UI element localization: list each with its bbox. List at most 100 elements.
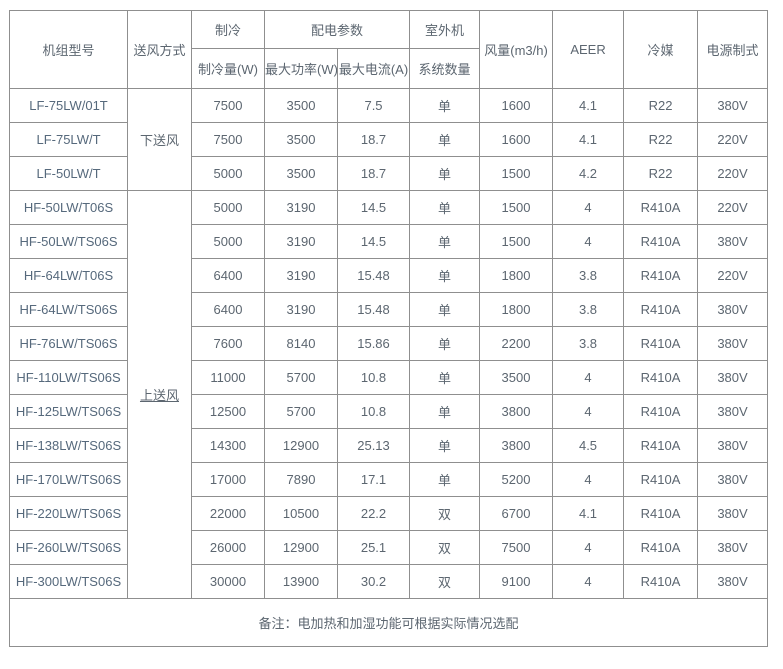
cell-model: LF-75LW/T [9,122,128,157]
cell-power-supply: 220V [697,122,769,157]
cell-power-supply: 220V [697,258,769,293]
cell-aeer: 4.5 [552,428,625,463]
header-air-volume: 风量(m3/h) [479,10,554,89]
header-cooling-group: 制冷 [191,10,265,49]
cell-refrigerant: R22 [623,88,699,123]
header-max-current: 最大电流(A) [336,48,411,89]
cell-system-count: 单 [409,428,481,463]
header-cooling-capacity: 制冷量(W) [191,48,265,89]
cell-max-power: 12900 [264,530,338,565]
cell-system-count: 双 [409,530,481,565]
table-note: 备注：电加热和加湿功能可根据实际情况选配 [8,598,769,647]
header-aeer: AEER [552,10,625,89]
cell-cooling-capacity: 7500 [191,88,265,123]
header-max-power: 最大功率(W) [264,48,338,89]
table-row: HF-125LW/TS06S 12500 5700 10.8 单 3800 4 R410A 38… [9,394,769,429]
cell-max-current: 15.48 [336,258,411,293]
cell-air-volume: 1600 [479,122,554,157]
cell-max-power: 3500 [264,88,338,123]
cell-power-supply: 380V [697,530,769,565]
cell-aeer: 4 [552,394,625,429]
cell-max-current: 25.13 [336,428,411,463]
cell-model: LF-50LW/T [9,156,128,191]
airflow-mode-label: 上送风 [139,388,179,403]
cell-cooling-capacity: 17000 [191,462,265,497]
cell-power-supply: 380V [697,394,769,429]
table-header: 机组型号 送风方式 制冷 配电参数 室外机 风量(m3/h) AEER 冷媒 电… [9,10,769,89]
cell-aeer: 4.1 [552,496,625,531]
cell-max-current: 14.5 [336,224,411,259]
cell-max-power: 3190 [264,292,338,327]
note-row: 备注：电加热和加湿功能可根据实际情况选配 [8,598,769,647]
cell-aeer: 4 [552,224,625,259]
cell-aeer: 4 [552,530,625,565]
cell-cooling-capacity: 5000 [191,190,265,225]
cell-cooling-capacity: 26000 [191,530,265,565]
cell-power-supply: 380V [697,360,769,395]
cell-aeer: 4 [552,360,625,395]
cell-model: HF-50LW/T06S [9,190,128,225]
cell-max-current: 10.8 [336,360,411,395]
header-row-2: 制冷量(W) 最大功率(W) 最大电流(A) 系统数量 [10,48,768,89]
cell-max-current: 15.48 [336,292,411,327]
header-airflow-mode: 送风方式 [127,10,192,89]
airflow-mode-label: 下送风 [139,133,179,148]
cell-aeer: 4 [552,564,625,599]
cell-system-count: 单 [409,88,481,123]
cell-system-count: 双 [409,496,481,531]
cell-refrigerant: R410A [623,394,699,429]
cell-air-volume: 2200 [479,326,554,361]
cell-cooling-capacity: 6400 [191,292,265,327]
cell-power-supply: 220V [697,156,769,191]
cell-max-power: 3190 [264,258,338,293]
cell-system-count: 单 [409,462,481,497]
table-row: HF-260LW/TS06S 26000 12900 25.1 双 7500 4 R410A 3… [9,530,769,565]
header-refrigerant: 冷媒 [623,10,699,89]
cell-model: HF-170LW/TS06S [9,462,128,497]
cell-air-volume: 3800 [479,394,554,429]
cell-max-power: 3500 [264,156,338,191]
cell-system-count: 双 [409,564,481,599]
cell-model: HF-64LW/T06S [9,258,128,293]
cell-max-power: 10500 [264,496,338,531]
cell-max-current: 15.86 [336,326,411,361]
table-row: HF-64LW/TS06S 6400 3190 15.48 单 1800 3.8 R410A 3… [9,292,769,327]
cell-max-current: 18.7 [336,122,411,157]
table-row: HF-170LW/TS06S 17000 7890 17.1 单 5200 4 R410A 38… [9,462,769,497]
cell-max-power: 13900 [264,564,338,599]
cell-cooling-capacity: 11000 [191,360,265,395]
cell-aeer: 3.8 [552,292,625,327]
table-body: LF-75LW/01T 下送风 7500 3500 7.5 单 1600 4.1 R22 380V… [9,88,769,599]
cell-aeer: 3.8 [552,326,625,361]
cell-aeer: 4.1 [552,88,625,123]
cell-power-supply: 380V [697,462,769,497]
cell-power-supply: 380V [697,88,769,123]
cell-max-power: 12900 [264,428,338,463]
cell-air-volume: 1600 [479,88,554,123]
cell-max-current: 22.2 [336,496,411,531]
cell-max-current: 25.1 [336,530,411,565]
cell-refrigerant: R410A [623,292,699,327]
cell-air-volume: 1500 [479,190,554,225]
cell-cooling-capacity: 14300 [191,428,265,463]
cell-refrigerant: R410A [623,258,699,293]
table-row: HF-220LW/TS06S 22000 10500 22.2 双 6700 4.1 R410… [9,496,769,531]
cell-power-supply: 220V [697,190,769,225]
table-row: LF-50LW/T 5000 3500 18.7 单 1500 4.2 R22 220V [9,156,769,191]
cell-model: HF-220LW/TS06S [9,496,128,531]
cell-air-volume: 6700 [479,496,554,531]
cell-cooling-capacity: 7500 [191,122,265,157]
cell-refrigerant: R410A [623,496,699,531]
cell-refrigerant: R410A [623,326,699,361]
cell-refrigerant: R410A [623,530,699,565]
cell-power-supply: 380V [697,292,769,327]
header-power-params-group: 配电参数 [263,10,411,49]
cell-max-current: 30.2 [336,564,411,599]
cell-aeer: 4.1 [552,122,625,157]
cell-power-supply: 380V [697,496,769,531]
cell-refrigerant: R22 [623,122,699,157]
cell-air-volume: 1500 [479,224,554,259]
cell-system-count: 单 [409,292,481,327]
header-system-count: 系统数量 [409,48,481,89]
cell-system-count: 单 [409,360,481,395]
